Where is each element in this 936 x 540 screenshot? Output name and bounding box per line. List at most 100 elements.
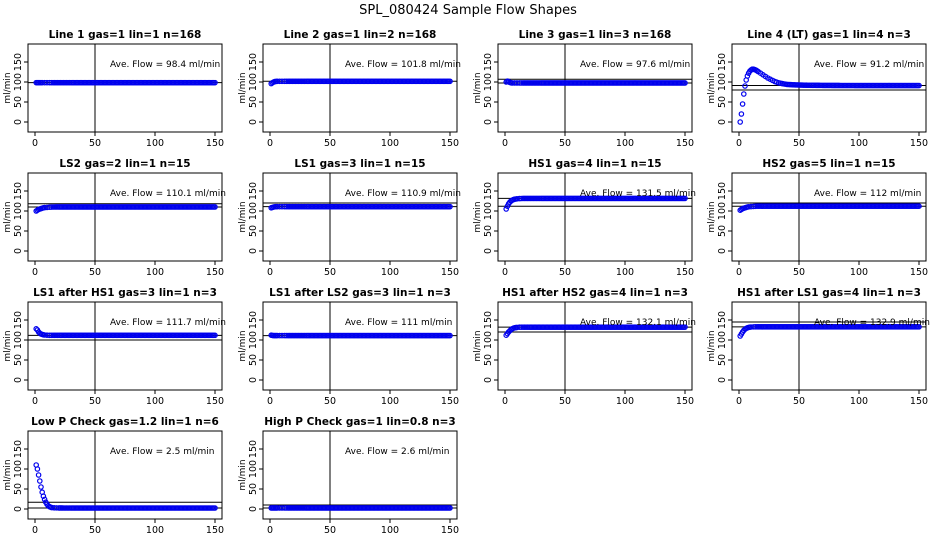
x-tick-label: 100: [146, 396, 164, 407]
x-tick-label: 50: [324, 138, 336, 149]
x-tick-label: 50: [793, 267, 805, 278]
x-tick-label: 50: [89, 267, 101, 278]
x-tick-label: 150: [206, 396, 224, 407]
x-tick-label: 0: [32, 267, 38, 278]
panel-title: HS1 gas=4 lin=1 n=15: [528, 158, 661, 170]
y-tick-label: 150: [13, 440, 24, 458]
y-tick-label: 100: [483, 331, 494, 349]
x-tick-label: 100: [146, 267, 164, 278]
y-tick-label: 100: [248, 460, 259, 478]
y-tick-label: 150: [248, 182, 259, 200]
y-tick-label: 100: [248, 331, 259, 349]
data-point: [210, 332, 217, 339]
average-flow-annotation: Ave. Flow = 132.9 ml/min: [814, 318, 930, 328]
data-point: [503, 206, 510, 212]
y-tick-label: 150: [483, 53, 494, 71]
y-tick-label: 0: [248, 506, 259, 512]
x-tick-label: 0: [267, 138, 273, 149]
y-axis-label: ml/min: [707, 201, 717, 232]
x-tick-label: 0: [32, 525, 38, 536]
x-tick-label: 100: [381, 525, 399, 536]
data-point: [46, 332, 53, 339]
average-flow-annotation: Ave. Flow = 2.5 ml/min: [110, 447, 214, 457]
x-tick-label: 100: [850, 396, 868, 407]
y-tick-label: 100: [248, 202, 259, 220]
x-tick-label: 100: [616, 138, 634, 149]
average-flow-annotation: Ave. Flow = 112 ml/min: [814, 189, 921, 199]
y-tick-label: 0: [483, 377, 494, 383]
y-tick-label: 150: [483, 311, 494, 329]
x-tick-label: 150: [206, 267, 224, 278]
x-tick-label: 50: [793, 396, 805, 407]
x-tick-label: 0: [32, 138, 38, 149]
plot-frame: [27, 430, 223, 520]
average-flow-annotation: Ave. Flow = 98.4 ml/min: [110, 60, 220, 70]
data-point: [38, 484, 44, 490]
panel-title: HS1 after HS2 gas=4 lin=1 n=3: [502, 287, 688, 299]
x-tick-label: 100: [616, 267, 634, 278]
plot-frame: [731, 43, 927, 133]
x-tick-label: 100: [146, 525, 164, 536]
y-tick-label: 50: [13, 96, 24, 108]
average-flow-annotation: Ave. Flow = 2.6 ml/min: [345, 447, 449, 457]
x-tick-label: 50: [324, 525, 336, 536]
y-tick-label: 0: [13, 377, 24, 383]
y-tick-label: 50: [248, 96, 259, 108]
panel-title: Line 3 gas=1 lin=3 n=168: [519, 29, 672, 41]
y-tick-label: 0: [248, 377, 259, 383]
y-tick-label: 150: [717, 311, 728, 329]
average-flow-annotation: Ave. Flow = 111 ml/min: [345, 318, 452, 328]
y-tick-label: 150: [13, 53, 24, 71]
data-point: [738, 111, 745, 117]
data-point: [739, 101, 746, 107]
plot-frame: [497, 43, 693, 133]
data-point: [41, 496, 48, 503]
y-tick-label: 100: [13, 460, 24, 478]
data-point: [445, 78, 452, 85]
data-point: [777, 80, 784, 87]
data-point: [210, 204, 217, 210]
x-tick-label: 150: [910, 138, 928, 149]
y-tick-label: 150: [13, 182, 24, 200]
x-tick-label: 0: [502, 267, 508, 278]
y-axis-label: ml/min: [238, 459, 248, 490]
y-tick-label: 150: [717, 53, 728, 71]
x-tick-label: 0: [32, 396, 38, 407]
data-point: [281, 505, 288, 511]
figure-title: SPL_080424 Sample Flow Shapes: [359, 3, 577, 18]
chart-panel: HS2 gas=5 lin=1 n=150 50 100 150050100150ml…: [707, 158, 928, 278]
y-tick-label: 0: [717, 119, 728, 125]
plot-frame: [27, 301, 223, 391]
data-point: [680, 195, 687, 202]
chart-panel: HS1 gas=4 lin=1 n=150 50 100 150050100150ml…: [473, 158, 696, 278]
x-tick-label: 50: [559, 396, 571, 407]
x-tick-label: 50: [324, 267, 336, 278]
y-tick-label: 0: [248, 248, 259, 254]
x-tick-label: 150: [206, 525, 224, 536]
y-tick-label: 50: [483, 96, 494, 108]
panel-title: Line 1 gas=1 lin=1 n=168: [49, 29, 202, 41]
data-point: [40, 493, 47, 500]
x-tick-label: 0: [267, 525, 273, 536]
average-flow-annotation: Ave. Flow = 110.9 ml/min: [345, 189, 461, 199]
y-tick-label: 0: [13, 119, 24, 125]
average-flow-annotation: Ave. Flow = 132.1 ml/min: [580, 318, 696, 328]
y-tick-label: 100: [717, 73, 728, 91]
y-tick-label: 100: [483, 202, 494, 220]
data-point: [46, 79, 53, 86]
x-tick-label: 0: [502, 396, 508, 407]
y-tick-label: 50: [717, 96, 728, 108]
y-tick-label: 150: [248, 311, 259, 329]
y-tick-label: 100: [13, 331, 24, 349]
x-tick-label: 150: [676, 138, 694, 149]
average-flow-annotation: Ave. Flow = 111.7 ml/min: [110, 318, 226, 328]
y-tick-label: 50: [13, 354, 24, 366]
data-point: [210, 505, 217, 511]
y-tick-label: 0: [483, 248, 494, 254]
y-tick-label: 50: [248, 225, 259, 237]
chart-panel: LS1 after LS2 gas=3 lin=1 n=3 0 50 100 150 0 5…: [238, 287, 459, 407]
y-axis-label: ml/min: [707, 72, 717, 103]
x-tick-label: 150: [441, 138, 459, 149]
y-tick-label: 150: [248, 440, 259, 458]
x-tick-label: 150: [441, 525, 459, 536]
